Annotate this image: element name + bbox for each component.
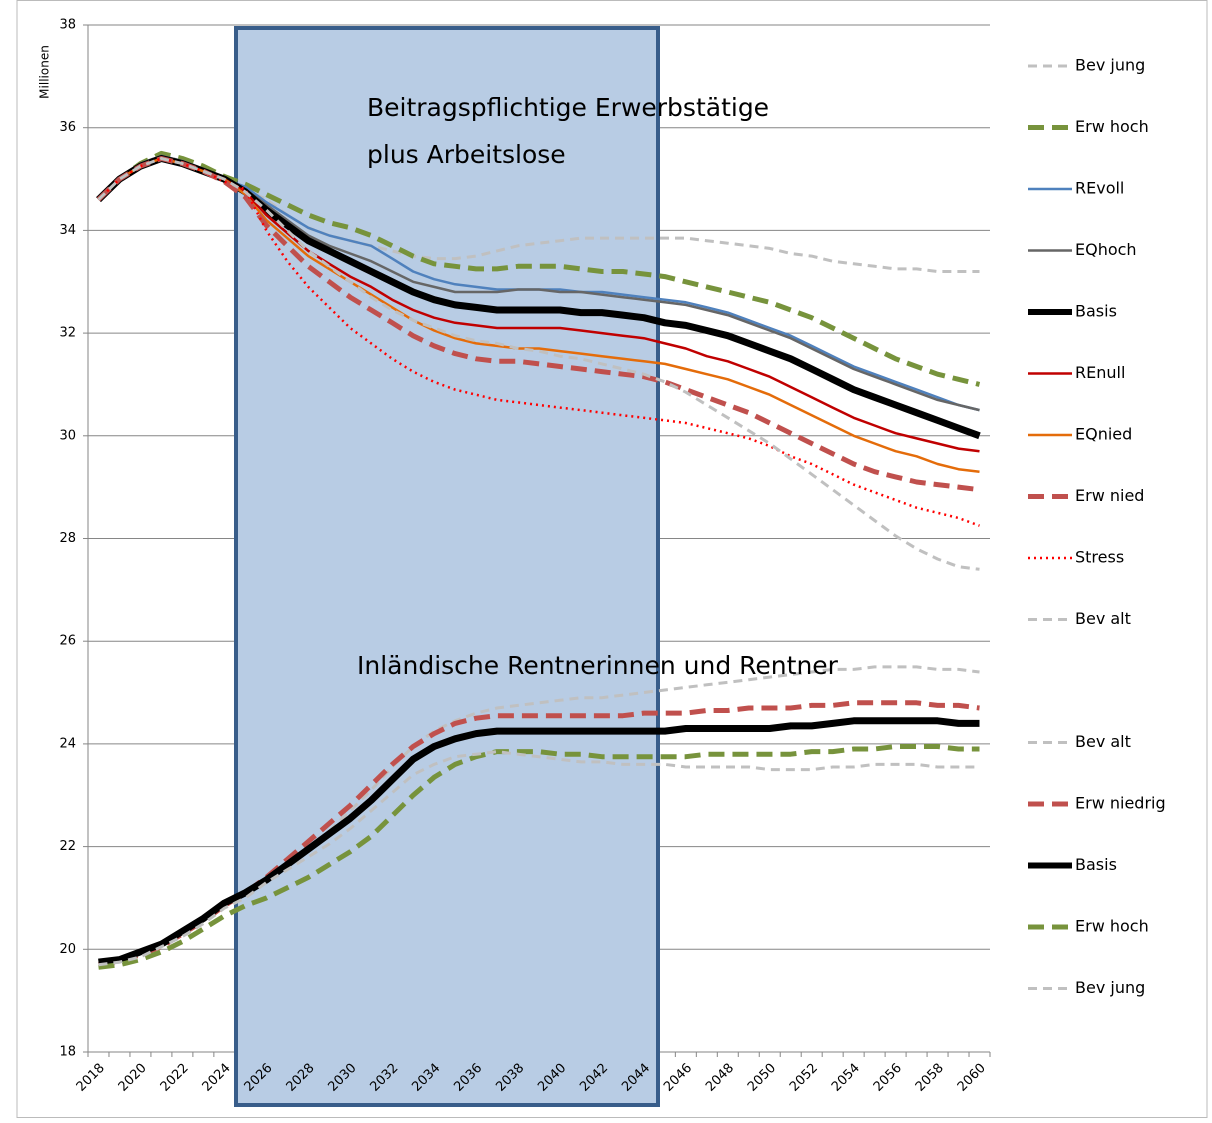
y-tick-label: 18 [59,1045,76,1060]
y-tick-label: 20 [59,942,76,957]
series-line [97,157,980,527]
legend-label: Bev jung [1075,978,1145,997]
legend-label: Erw hoch [1075,117,1149,136]
legend-label: REvoll [1075,179,1124,198]
y-tick-label: 22 [59,839,76,854]
annotation: Inländische Rentnerinnen und Rentner [357,651,839,680]
y-tick-label: 28 [59,531,76,546]
series-line [98,744,980,970]
y-tick-label: 24 [59,736,76,751]
y-tick-label: 38 [59,18,76,33]
legend-label: EQhoch [1075,240,1137,259]
legend-label: Basis [1075,302,1117,321]
legend-label: Erw nied [1075,486,1144,505]
annotation: Beitragspflichtige Erwerbstätige [367,93,769,122]
legend-label: Basis [1075,855,1117,874]
legend-label: Bev jung [1075,56,1145,75]
series-line [96,156,980,493]
legend-label: Bev alt [1075,732,1131,751]
y-tick-label: 26 [59,634,76,649]
annotation: plus Arbeitslose [367,140,566,169]
legend-label: Bev alt [1075,609,1131,628]
legend-label: EQnied [1075,425,1132,444]
legend-label: REnull [1075,363,1125,382]
legend-label: Stress [1075,548,1124,567]
y-tick-label: 36 [59,120,76,135]
y-axis-label: Millionen [38,45,52,99]
series-line [96,150,981,387]
lines-layer [96,150,981,970]
series-line [98,717,980,966]
y-tick-label: 32 [59,326,76,341]
legend-label: Erw niedrig [1075,794,1166,813]
y-tick-label: 30 [59,428,76,443]
legend-label: Erw hoch [1075,917,1149,936]
y-tick-label: 34 [59,223,76,238]
highlight-box [234,26,660,1107]
series-line [98,750,980,967]
series-line [97,157,980,571]
